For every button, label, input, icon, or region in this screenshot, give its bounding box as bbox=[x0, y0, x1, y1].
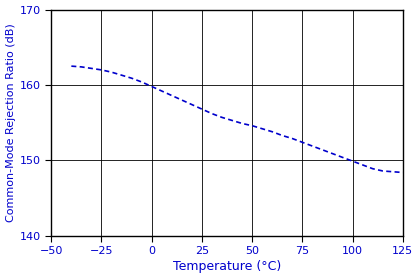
X-axis label: Temperature (°C): Temperature (°C) bbox=[173, 260, 281, 273]
Y-axis label: Common-Mode Rejection Ratio (dB): Common-Mode Rejection Ratio (dB) bbox=[5, 23, 16, 222]
